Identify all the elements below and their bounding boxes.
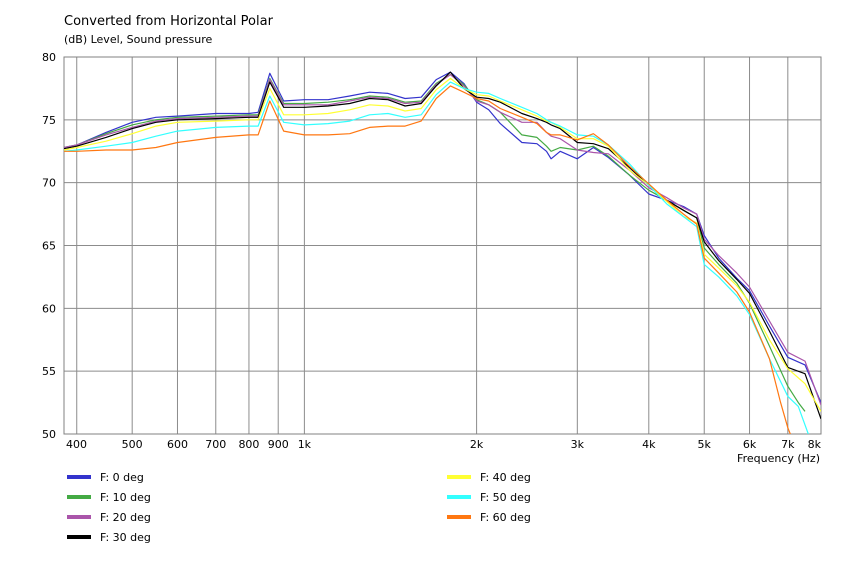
legend-label: F: 40 deg xyxy=(480,471,531,484)
x-tick-label: 900 xyxy=(268,438,289,451)
series-line xyxy=(64,71,821,420)
legend-swatch xyxy=(67,495,91,499)
y-tick-label: 75 xyxy=(42,114,56,127)
x-tick-label: 7k xyxy=(781,438,795,451)
legend-item: F: 20 deg xyxy=(67,511,151,524)
y-tick-label: 55 xyxy=(42,365,56,378)
legend-item: F: 10 deg xyxy=(67,491,151,504)
legend-swatch xyxy=(67,475,91,479)
x-tick-label: 3k xyxy=(571,438,585,451)
legend-label: F: 10 deg xyxy=(100,491,151,504)
x-tick-label: 400 xyxy=(66,438,87,451)
legend-item: F: 60 deg xyxy=(447,511,531,524)
series-line xyxy=(64,85,791,434)
series-line xyxy=(64,77,821,412)
series-line xyxy=(64,74,821,406)
y-tick-label: 50 xyxy=(42,428,56,441)
x-tick-label: 8k xyxy=(808,438,822,451)
legend-label: F: 0 deg xyxy=(100,471,144,484)
legend-swatch xyxy=(447,495,471,499)
x-tick-label: 700 xyxy=(205,438,226,451)
legend-swatch xyxy=(67,535,91,539)
legend-label: F: 30 deg xyxy=(100,531,151,544)
series-line xyxy=(64,81,809,434)
x-axis-label: Frequency (Hz) xyxy=(737,452,820,465)
legend-swatch xyxy=(67,515,91,519)
y-tick-label: 80 xyxy=(42,51,56,64)
legend-item: F: 40 deg xyxy=(447,471,531,484)
legend-label: F: 20 deg xyxy=(100,511,151,524)
y-tick-label: 65 xyxy=(42,240,56,253)
x-tick-label: 4k xyxy=(642,438,656,451)
plot-area xyxy=(63,56,822,435)
legend: F: 0 deg F: 10 deg F: 20 deg F: 30 deg F: 40… xyxy=(67,471,531,544)
chart-title: Converted from Horizontal Polar xyxy=(64,14,274,29)
legend-item: F: 50 deg xyxy=(447,491,531,504)
series-line xyxy=(64,71,821,403)
legend-label: F: 50 deg xyxy=(480,491,531,504)
chart-subtitle: (dB) Level, Sound pressure xyxy=(64,33,213,46)
y-tick-label: 60 xyxy=(42,302,56,315)
x-tick-label: 500 xyxy=(122,438,143,451)
legend-item: F: 30 deg xyxy=(67,531,151,544)
legend-swatch xyxy=(447,475,471,479)
x-tick-label: 2k xyxy=(470,438,484,451)
legend-item: F: 0 deg xyxy=(67,471,144,484)
x-tick-label: 1k xyxy=(298,438,312,451)
x-tick-label: 600 xyxy=(167,438,188,451)
x-tick-label: 800 xyxy=(238,438,259,451)
x-tick-label: 5k xyxy=(698,438,712,451)
x-tick-labels: 400 500 600 700 800 900 1k 2k 3k 4k 5k 6k 7k 8k xyxy=(66,438,822,451)
plot-frame xyxy=(63,56,822,435)
legend-label: F: 60 deg xyxy=(480,511,531,524)
y-tick-labels: 80 75 70 65 60 55 50 xyxy=(42,51,56,441)
legend-swatch xyxy=(447,515,471,519)
x-tick-label: 6k xyxy=(743,438,757,451)
y-tick-label: 70 xyxy=(42,177,56,190)
